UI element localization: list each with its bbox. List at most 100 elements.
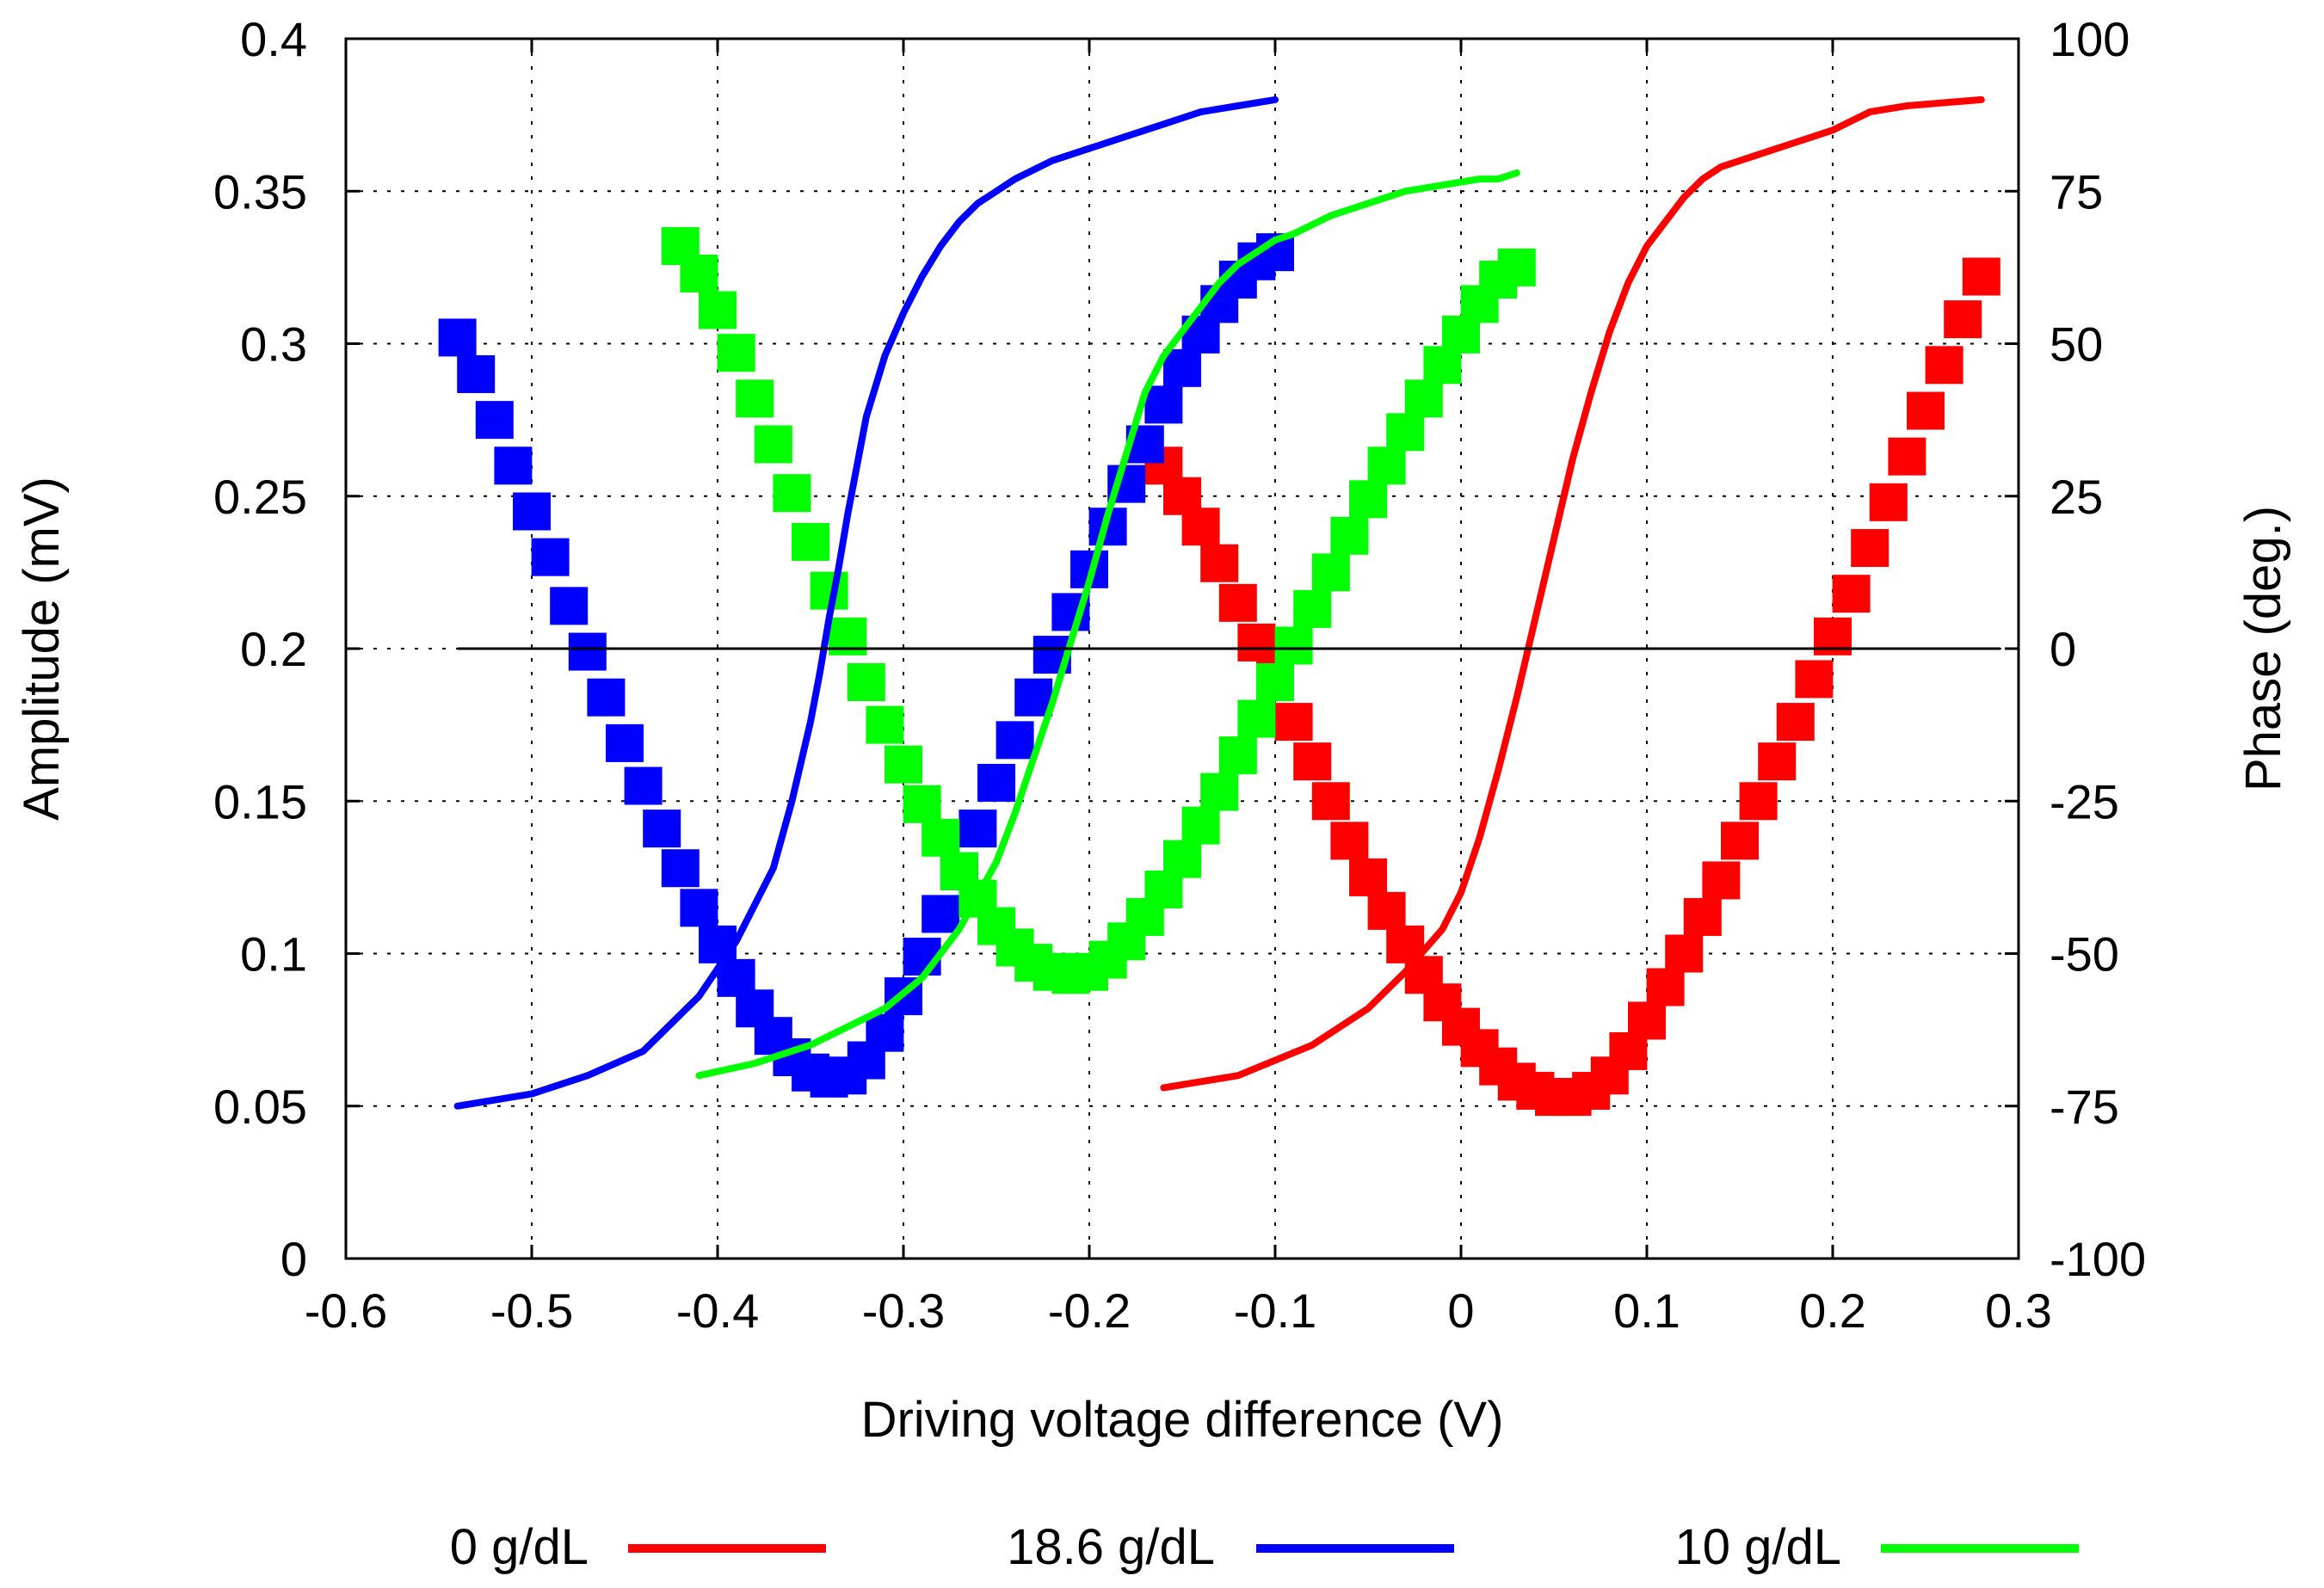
amplitude-point-10-g-dl [1200, 772, 1239, 811]
amplitude-point-10-g-dl [1404, 379, 1443, 418]
amplitude-point-10-g-dl [1237, 699, 1276, 738]
y-tick-label: 0.2 [240, 622, 307, 676]
amplitude-point-18-6-g-dl [513, 492, 551, 531]
amplitude-point-0-g-dl [1665, 934, 1704, 973]
amplitude-point-18-6-g-dl [1163, 348, 1201, 387]
amplitude-point-18-6-g-dl [624, 766, 663, 805]
amplitude-point-10-g-dl [866, 705, 904, 744]
legend-label-10-g-dl: 10 g/dL [1674, 1519, 1841, 1575]
amplitude-point-18-6-g-dl [531, 538, 570, 576]
amplitude-point-0-g-dl [1962, 257, 2000, 296]
y-tick-label: 0.05 [213, 1080, 307, 1134]
x-tick-label: -0.5 [490, 1283, 574, 1338]
y-tick-label: 0.4 [240, 12, 307, 66]
amplitude-series-0-g-dl [1144, 257, 2000, 1117]
amplitude-point-0-g-dl [1683, 897, 1722, 936]
amplitude-point-18-6-g-dl [568, 632, 607, 671]
amplitude-point-10-g-dl [922, 818, 960, 857]
amplitude-point-10-g-dl [736, 379, 774, 418]
amplitude-point-0-g-dl [1293, 742, 1332, 781]
y2-axis-title: Phase (deg.) [2235, 506, 2291, 791]
y2-tick-label: -100 [2050, 1232, 2146, 1286]
amplitude-point-18-6-g-dl [587, 678, 626, 717]
x-tick-label: 0.2 [1799, 1283, 1866, 1338]
amplitude-point-10-g-dl [773, 474, 811, 513]
amplitude-series-18-6-g-dl [438, 233, 1294, 1098]
amplitude-point-10-g-dl [1349, 480, 1387, 519]
amplitude-series-10-g-dl [661, 227, 1536, 994]
phase-line-18-6-g-dl [453, 95, 1279, 1110]
amplitude-point-0-g-dl [1776, 703, 1815, 742]
x-tick-label: 0 [1447, 1283, 1474, 1338]
amplitude-point-0-g-dl [1758, 742, 1797, 781]
legend: 0 g/dL 18.6 g/dL 10 g/dL [450, 1519, 2079, 1575]
y-axis-title: Amplitude (mV) [14, 477, 70, 821]
x-tick-label: -0.6 [305, 1283, 388, 1338]
amplitude-point-0-g-dl [1925, 346, 1963, 385]
legend-label-0-g-dl: 0 g/dL [450, 1519, 589, 1575]
amplitude-point-18-6-g-dl [1014, 678, 1053, 717]
amplitude-point-10-g-dl [1181, 806, 1220, 845]
amplitude-point-10-g-dl [847, 662, 885, 701]
y2-tick-label: 100 [2050, 12, 2130, 66]
amplitude-point-0-g-dl [1349, 858, 1387, 896]
y-tick-label: 0.25 [213, 470, 307, 524]
amplitude-point-18-6-g-dl [643, 809, 681, 848]
amplitude-point-18-6-g-dl [959, 809, 997, 848]
amplitude-point-10-g-dl [885, 745, 922, 784]
amplitude-point-18-6-g-dl [1144, 385, 1183, 424]
amplitude-point-0-g-dl [1200, 544, 1239, 582]
amplitude-point-0-g-dl [1237, 623, 1276, 662]
amplitude-point-0-g-dl [1851, 529, 1889, 568]
y-tick-label: 0.3 [240, 317, 307, 372]
amplitude-point-18-6-g-dl [606, 723, 644, 762]
amplitude-point-0-g-dl [1330, 822, 1369, 860]
axis-ticks [344, 37, 2020, 1260]
amplitude-point-10-g-dl [1330, 516, 1369, 555]
y2-tick-label: 75 [2050, 164, 2103, 219]
amplitude-point-10-g-dl [1497, 248, 1536, 286]
y2-tick-label: -25 [2050, 774, 2119, 828]
y2-tick-label: -50 [2050, 927, 2119, 982]
amplitude-point-10-g-dl [754, 425, 792, 464]
amplitude-point-10-g-dl [1386, 413, 1425, 452]
amplitude-point-18-6-g-dl [550, 587, 589, 625]
amplitude-point-10-g-dl [699, 291, 737, 329]
amplitude-point-10-g-dl [1311, 553, 1350, 592]
x-tick-label: -0.1 [1234, 1283, 1317, 1338]
amplitude-point-10-g-dl [903, 785, 941, 823]
amplitude-point-0-g-dl [1218, 583, 1257, 622]
y2-tick-label: 50 [2050, 317, 2103, 372]
amplitude-point-0-g-dl [1795, 660, 1834, 699]
y-tick-label: 0 [280, 1232, 307, 1286]
tick-labels: -0.6 -0.5 -0.4 -0.3 -0.2 -0.1 0 0.1 0.2 0.3 0 0.05 0… [213, 12, 2146, 1338]
amplitude-point-10-g-dl [680, 254, 718, 292]
amplitude-point-0-g-dl [1869, 483, 1908, 521]
amplitude-point-0-g-dl [1907, 391, 1945, 430]
legend-entry-18-6-g-dl: 18.6 g/dL [1007, 1519, 1454, 1575]
amplitude-point-0-g-dl [1944, 300, 1982, 339]
amplitude-markers [438, 227, 2000, 1117]
y2-tick-label: 25 [2050, 470, 2103, 524]
phase-line-0-g-dl [1160, 95, 1985, 1092]
y-tick-label: 0.1 [240, 927, 307, 982]
y-tick-label: 0.15 [213, 774, 307, 828]
amplitude-point-18-6-g-dl [680, 889, 718, 927]
x-tick-label: 0.1 [1613, 1283, 1680, 1338]
amplitude-point-0-g-dl [1311, 782, 1350, 821]
amplitude-point-10-g-dl [1218, 736, 1257, 775]
amplitude-point-18-6-g-dl [475, 401, 514, 440]
legend-entry-10-g-dl: 10 g/dL [1674, 1519, 2079, 1575]
y-tick-label: 0.35 [213, 164, 307, 219]
x-tick-label: -0.3 [862, 1283, 946, 1338]
amplitude-point-10-g-dl [717, 334, 755, 372]
amplitude-point-18-6-g-dl [922, 895, 960, 933]
amplitude-point-18-6-g-dl [438, 318, 477, 357]
legend-entry-0-g-dl: 0 g/dL [450, 1519, 826, 1575]
amplitude-point-0-g-dl [1888, 437, 1926, 476]
amplitude-point-10-g-dl [1274, 626, 1313, 665]
phase-lines [453, 95, 1985, 1110]
x-tick-label: -0.4 [676, 1283, 760, 1338]
amplitude-point-18-6-g-dl [866, 1013, 904, 1052]
